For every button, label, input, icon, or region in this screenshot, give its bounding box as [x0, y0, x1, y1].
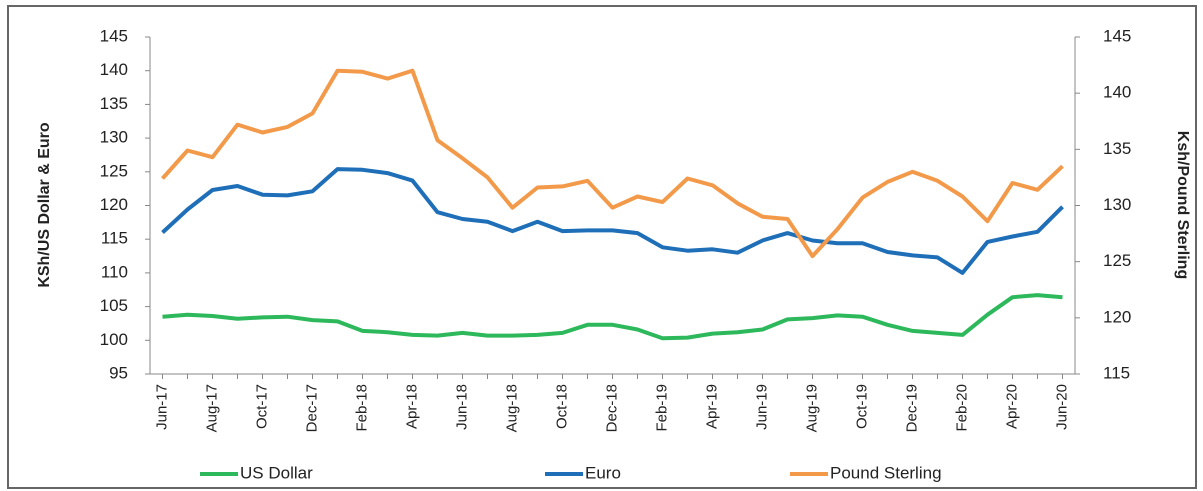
- chart-border: [7, 5, 1197, 489]
- x-tick-label: Aug-17: [203, 384, 220, 432]
- series-line: [161, 167, 1064, 275]
- x-tick-label: Feb-19: [653, 384, 670, 432]
- x-tick-label: Oct-17: [253, 384, 270, 429]
- x-tick-label: Jun-19: [753, 384, 770, 430]
- y-tick-label: 125: [100, 161, 128, 180]
- legend-label: US Dollar: [240, 463, 313, 482]
- y-tick-label: 110: [101, 262, 128, 281]
- y2-tick-label: 140: [1103, 83, 1131, 102]
- y2-tick-label: 130: [1103, 195, 1131, 214]
- x-tick-label: Apr-20: [1003, 384, 1020, 429]
- x-tick-label: Aug-18: [503, 384, 520, 432]
- y2-axis-title: Ksh/Pound Sterling: [1174, 131, 1191, 279]
- x-tick-label: Jun-20: [1053, 384, 1070, 430]
- x-tick-label: Aug-19: [803, 384, 820, 432]
- y2-tick-label: 145: [1103, 26, 1131, 45]
- y-tick-label: 100: [100, 330, 128, 349]
- y2-tick-label: 120: [1103, 307, 1131, 326]
- y2-tick-label: 115: [1103, 363, 1130, 382]
- series-line: [161, 68, 1064, 259]
- series-line: [162, 293, 1063, 341]
- x-tick-label: Apr-18: [403, 384, 420, 429]
- y-tick-label: 120: [100, 195, 128, 214]
- x-tick-label: Apr-19: [703, 384, 720, 429]
- y2-tick-label: 125: [1103, 251, 1131, 270]
- x-tick-label: Feb-18: [353, 384, 370, 432]
- x-tick-label: Feb-20: [953, 384, 970, 432]
- y-tick-label: 140: [100, 60, 128, 79]
- x-tick-label: Jun-18: [453, 384, 470, 430]
- y-tick-label: 95: [109, 363, 128, 382]
- x-tick-label: Oct-19: [853, 384, 870, 429]
- y-tick-label: 115: [101, 229, 128, 248]
- y2-tick-label: 135: [1103, 139, 1131, 158]
- x-tick-label: Jun-17: [153, 384, 170, 430]
- x-tick-label: Dec-19: [903, 384, 920, 432]
- x-tick-label: Dec-17: [303, 384, 320, 432]
- y-tick-label: 105: [100, 296, 128, 315]
- x-tick-label: Oct-18: [553, 384, 570, 429]
- y-tick-label: 135: [100, 94, 128, 113]
- legend-label: Euro: [585, 463, 621, 482]
- y-axis-title: KSh/US Dollar & Euro: [36, 122, 53, 288]
- legend-label: Pound Sterling: [830, 463, 942, 482]
- x-tick-label: Dec-18: [603, 384, 620, 432]
- y-tick-label: 145: [100, 26, 128, 45]
- y-tick-label: 130: [100, 128, 128, 147]
